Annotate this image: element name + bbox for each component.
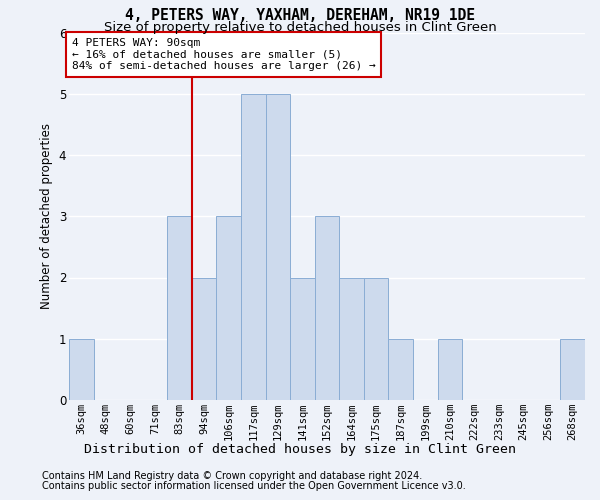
Bar [217,216,241,400]
Bar [167,216,192,400]
Bar [388,339,413,400]
Text: 4, PETERS WAY, YAXHAM, DEREHAM, NR19 1DE: 4, PETERS WAY, YAXHAM, DEREHAM, NR19 1DE [125,8,475,22]
Text: Contains public sector information licensed under the Open Government Licence v3: Contains public sector information licen… [42,481,466,491]
Text: Distribution of detached houses by size in Clint Green: Distribution of detached houses by size … [84,442,516,456]
Bar [560,339,585,400]
Bar [437,339,462,400]
Bar [339,278,364,400]
Bar [69,339,94,400]
Bar [364,278,388,400]
Bar [241,94,266,400]
Text: Size of property relative to detached houses in Clint Green: Size of property relative to detached ho… [104,21,496,34]
Bar [266,94,290,400]
Bar [315,216,339,400]
Y-axis label: Number of detached properties: Number of detached properties [40,123,53,309]
Text: Contains HM Land Registry data © Crown copyright and database right 2024.: Contains HM Land Registry data © Crown c… [42,471,422,481]
Text: 4 PETERS WAY: 90sqm
← 16% of detached houses are smaller (5)
84% of semi-detache: 4 PETERS WAY: 90sqm ← 16% of detached ho… [71,38,376,71]
Bar [290,278,315,400]
Bar [192,278,217,400]
